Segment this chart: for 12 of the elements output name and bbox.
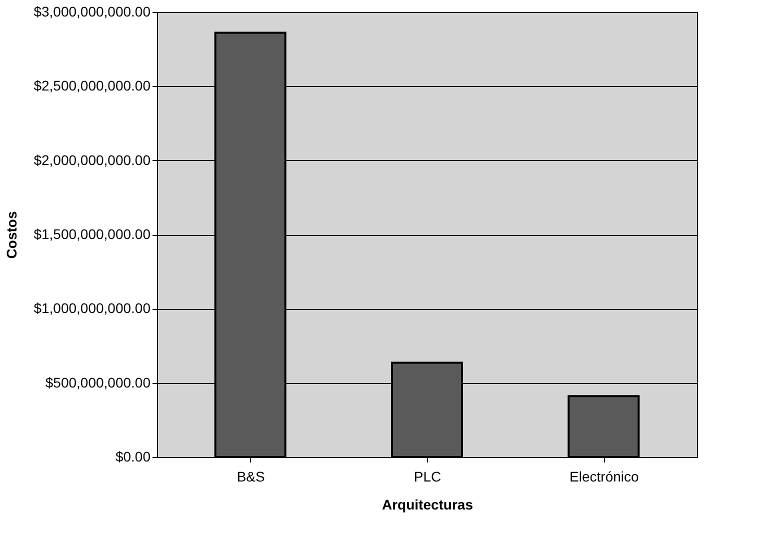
y-tick-label: $2,500,000,000.00 xyxy=(34,78,151,94)
y-tick-label: $500,000,000.00 xyxy=(45,374,151,390)
y-tick-label: $2,000,000,000.00 xyxy=(34,152,151,168)
x-tick-label: PLC xyxy=(414,468,442,484)
x-tick-label: Electrónico xyxy=(570,468,640,484)
y-tick-label: $0.00 xyxy=(115,448,151,464)
x-tick-label: B&S xyxy=(236,468,265,484)
y-tick-label: $3,000,000,000.00 xyxy=(34,4,151,20)
y-axis-title: Costos xyxy=(4,211,20,259)
y-tick-label: $1,000,000,000.00 xyxy=(34,300,151,316)
x-axis-title: Arquitecturas xyxy=(382,496,474,512)
y-tick-label: $1,500,000,000.00 xyxy=(34,226,151,242)
